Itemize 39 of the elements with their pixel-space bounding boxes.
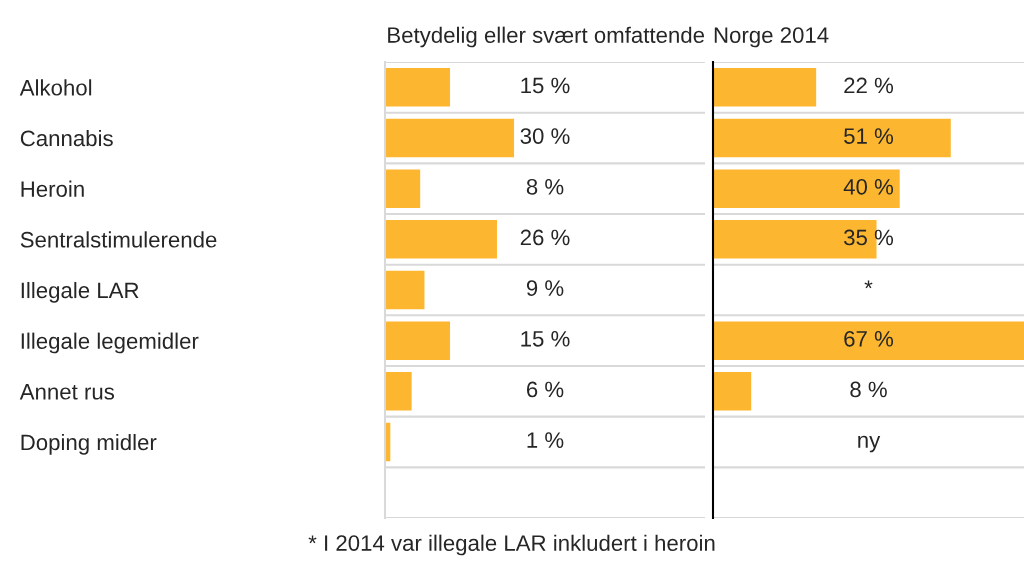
bar <box>385 270 425 310</box>
y-tick-label: Illegale legemidler <box>21 332 199 354</box>
data-label: 22 % <box>844 77 894 94</box>
chart-title: Betydelig eller svært omfattende <box>388 26 705 48</box>
bar <box>713 220 877 259</box>
bar <box>385 118 515 158</box>
data-label: 6 % <box>526 381 564 398</box>
bar <box>385 372 412 411</box>
y-tick-label: Sentralstimulerende <box>20 231 217 248</box>
text: * I 2014 var illegale LAR inkludert i heroin <box>308 534 715 556</box>
y-tick-label: Illegale LAR <box>21 281 139 303</box>
data-label: 1 % <box>527 432 564 448</box>
bar <box>385 68 451 107</box>
bar <box>713 68 817 107</box>
chart-title: Norge 2014 <box>714 27 829 48</box>
y-tick-label: Alkohol <box>19 79 92 96</box>
data-label: 67 % <box>844 330 894 347</box>
data-label: 15 % <box>521 330 570 347</box>
data-label: 8 % <box>850 381 887 398</box>
text: ny <box>858 435 881 453</box>
y-tick-label: Annet rus <box>19 384 115 400</box>
bar <box>713 169 900 208</box>
bar <box>385 220 497 259</box>
data-label: 40 % <box>843 178 894 195</box>
data-label: 51 % <box>844 128 894 144</box>
y-tick-label: Cannabis <box>20 129 113 147</box>
bar <box>713 118 951 158</box>
bar <box>713 321 1024 360</box>
data-label: 8 % <box>526 178 564 195</box>
bar <box>385 169 421 208</box>
y-tick-label: Heroin <box>21 180 84 197</box>
bar <box>385 321 451 360</box>
text: * <box>864 280 873 289</box>
data-label: 15 % <box>521 77 570 94</box>
data-label: 30 % <box>520 128 570 144</box>
y-tick-label: Doping midler <box>21 433 157 455</box>
data-label: 9 % <box>526 280 564 296</box>
data-label: 26 % <box>520 229 570 246</box>
bar <box>713 372 752 411</box>
